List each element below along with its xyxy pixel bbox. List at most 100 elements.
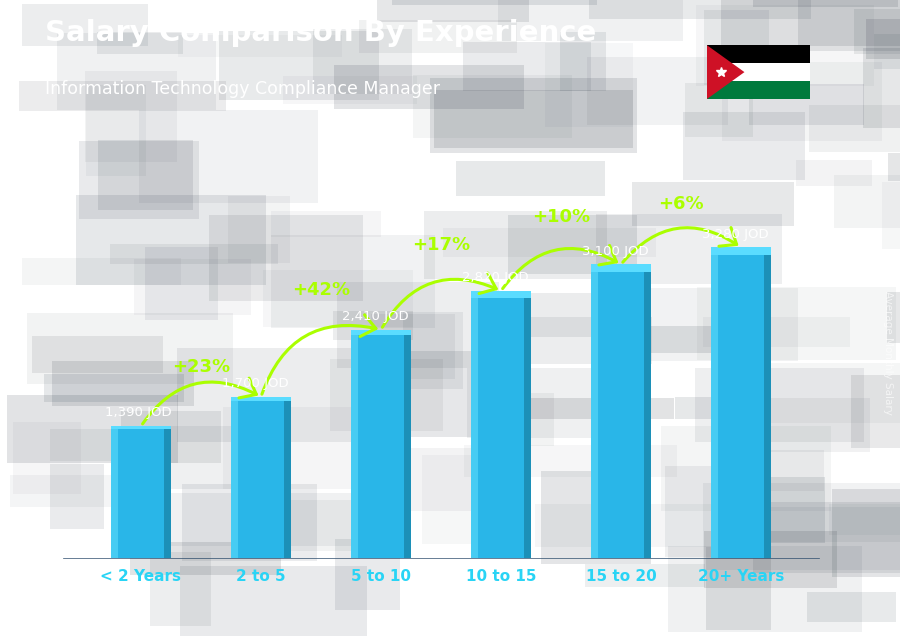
Bar [111, 426, 171, 429]
Bar [337, 282, 500, 368]
Bar [355, 351, 491, 437]
Bar [834, 175, 900, 228]
Bar [669, 547, 862, 631]
Bar [589, 0, 811, 19]
Bar [588, 58, 728, 126]
Bar [58, 33, 216, 110]
Bar [797, 0, 900, 51]
Bar [455, 162, 606, 196]
Bar [464, 445, 677, 477]
Bar [706, 81, 810, 99]
Bar [753, 503, 900, 573]
Bar [52, 361, 194, 406]
Bar [22, 258, 182, 285]
Bar [334, 65, 525, 109]
Bar [645, 326, 739, 353]
Bar [111, 426, 118, 558]
Bar [749, 84, 864, 125]
Bar [748, 478, 825, 543]
Bar [706, 45, 810, 63]
Bar [854, 9, 900, 54]
Text: +42%: +42% [292, 281, 350, 299]
Bar [110, 244, 278, 264]
Bar [359, 20, 518, 53]
Bar [591, 264, 651, 272]
Bar [591, 264, 599, 558]
Bar [874, 35, 900, 69]
Bar [541, 471, 652, 564]
Bar [139, 110, 318, 203]
Bar [807, 592, 896, 622]
Bar [703, 317, 850, 347]
Bar [603, 288, 797, 361]
Bar [683, 112, 806, 180]
Bar [284, 397, 291, 558]
FancyBboxPatch shape [711, 247, 771, 558]
Bar [863, 48, 900, 128]
Bar [20, 81, 226, 112]
Bar [675, 397, 742, 419]
Bar [98, 140, 194, 210]
Bar [351, 329, 411, 335]
Bar [796, 160, 872, 186]
Bar [471, 291, 478, 558]
Bar [704, 10, 770, 85]
Bar [435, 90, 633, 148]
Bar [695, 368, 864, 442]
Bar [392, 0, 597, 5]
Bar [333, 311, 412, 340]
Bar [766, 508, 900, 542]
FancyBboxPatch shape [111, 426, 171, 558]
Bar [706, 63, 810, 81]
Text: Salary Comparison By Experience: Salary Comparison By Experience [45, 19, 596, 47]
Text: explorer.com: explorer.com [464, 617, 554, 631]
Bar [424, 211, 607, 279]
Bar [79, 140, 199, 219]
Bar [50, 429, 155, 461]
Bar [665, 467, 733, 557]
Bar [76, 195, 266, 285]
FancyBboxPatch shape [231, 397, 291, 558]
Text: salary: salary [417, 617, 464, 631]
Bar [329, 359, 443, 431]
Bar [27, 313, 233, 384]
Bar [178, 35, 341, 57]
Bar [85, 71, 177, 162]
Bar [721, 0, 900, 46]
Bar [44, 374, 184, 401]
Bar [765, 363, 900, 422]
FancyArrowPatch shape [262, 315, 376, 394]
Bar [263, 270, 413, 327]
Bar [145, 247, 218, 320]
Bar [644, 264, 651, 558]
Bar [410, 447, 510, 512]
Bar [711, 247, 718, 558]
Bar [829, 504, 900, 535]
Bar [182, 485, 318, 561]
Text: 2,410 JOD: 2,410 JOD [342, 310, 409, 323]
Bar [443, 228, 655, 256]
Bar [703, 483, 900, 570]
Text: +17%: +17% [412, 237, 470, 254]
Bar [130, 542, 281, 575]
Text: Information Technology Compliance Manager: Information Technology Compliance Manage… [45, 80, 440, 98]
Bar [180, 566, 366, 637]
FancyBboxPatch shape [471, 291, 531, 558]
Bar [32, 337, 163, 373]
Bar [722, 62, 883, 142]
Bar [471, 291, 531, 297]
FancyBboxPatch shape [591, 264, 651, 558]
Bar [851, 375, 900, 448]
Bar [866, 19, 900, 58]
Bar [163, 426, 253, 489]
Bar [515, 293, 608, 338]
Bar [764, 247, 771, 558]
Bar [585, 565, 705, 587]
Bar [422, 455, 500, 544]
Bar [685, 83, 753, 137]
Bar [142, 494, 356, 546]
Bar [697, 287, 896, 360]
Bar [271, 235, 436, 328]
Bar [50, 464, 104, 529]
Bar [371, 315, 454, 379]
